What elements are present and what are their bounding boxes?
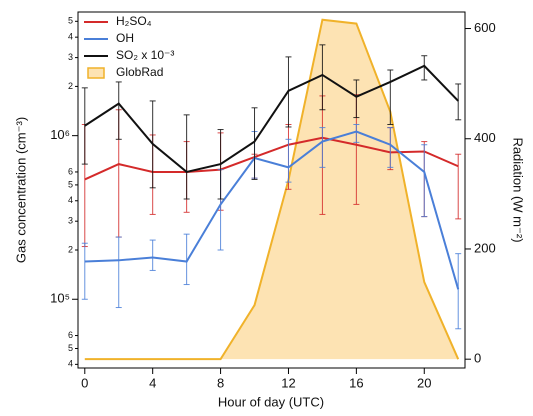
y2-axis-title: Radiation (W m⁻²) — [511, 137, 526, 242]
error-bar — [285, 138, 292, 183]
series-line — [84, 130, 460, 290]
area — [84, 19, 459, 360]
y-tick-label: 5 — [68, 343, 73, 353]
y2-tick-label: 400 — [474, 130, 496, 145]
error-bar — [183, 233, 190, 286]
y-tick-label: 2 — [68, 244, 73, 254]
error-bar — [251, 107, 258, 180]
error-bar — [455, 83, 462, 121]
y-tick-label: 3 — [68, 216, 73, 226]
plot-frame — [77, 11, 466, 369]
y-tick-label: 5 — [68, 16, 73, 26]
y-axis-title: Gas concentration (cm⁻³) — [13, 117, 28, 263]
legend-label: SO₂ x 10⁻³ — [116, 48, 174, 62]
x-axis-title: Hour of day (UTC) — [218, 394, 324, 409]
x-tick-label: 16 — [349, 375, 363, 390]
x-tick-label: 8 — [217, 375, 224, 390]
error-bar — [353, 79, 360, 119]
error-bar — [81, 87, 88, 165]
y2-tick-label: 0 — [474, 351, 481, 366]
error-bar — [115, 81, 122, 140]
y-tick-label: 10⁵ — [50, 291, 70, 306]
error-bar — [421, 144, 428, 218]
y-tick-label: 4 — [68, 359, 73, 369]
y2-tick-label: 600 — [474, 20, 496, 35]
error-bar — [387, 127, 394, 168]
error-bar — [81, 242, 88, 300]
legend-label: OH — [116, 31, 134, 45]
error-bar — [149, 239, 156, 271]
legend-label: H₂SO₄ — [116, 14, 152, 28]
error-bar — [115, 236, 122, 309]
x-tick-label: 12 — [281, 375, 295, 390]
error-bar — [319, 44, 326, 111]
y-tick-label: 2 — [68, 81, 73, 91]
error-bar — [319, 127, 326, 168]
error-bar — [353, 124, 360, 143]
error-bar — [455, 153, 462, 220]
error-bar — [455, 253, 462, 330]
series-line — [84, 136, 459, 181]
x-tick-label: 0 — [81, 375, 88, 390]
y2-tick-label: 200 — [474, 240, 496, 255]
y-tick-label: 4 — [68, 195, 73, 205]
y-tick-label: 5 — [68, 179, 73, 189]
legend-swatch — [87, 67, 105, 79]
y-tick-label: 6 — [68, 330, 73, 340]
error-bar — [183, 114, 190, 200]
x-tick-label: 4 — [149, 375, 156, 390]
x-tick-label: 20 — [417, 375, 431, 390]
y-tick-label: 3 — [68, 52, 73, 62]
area-line — [84, 18, 460, 361]
y-tick-label: 4 — [68, 32, 73, 42]
series-line — [84, 64, 459, 174]
y-tick-label: 6 — [68, 166, 73, 176]
error-bar — [421, 55, 428, 81]
legend-label: GlobRad — [116, 65, 163, 79]
error-bar — [387, 69, 394, 126]
y-tick-label: 10⁶ — [50, 127, 70, 142]
